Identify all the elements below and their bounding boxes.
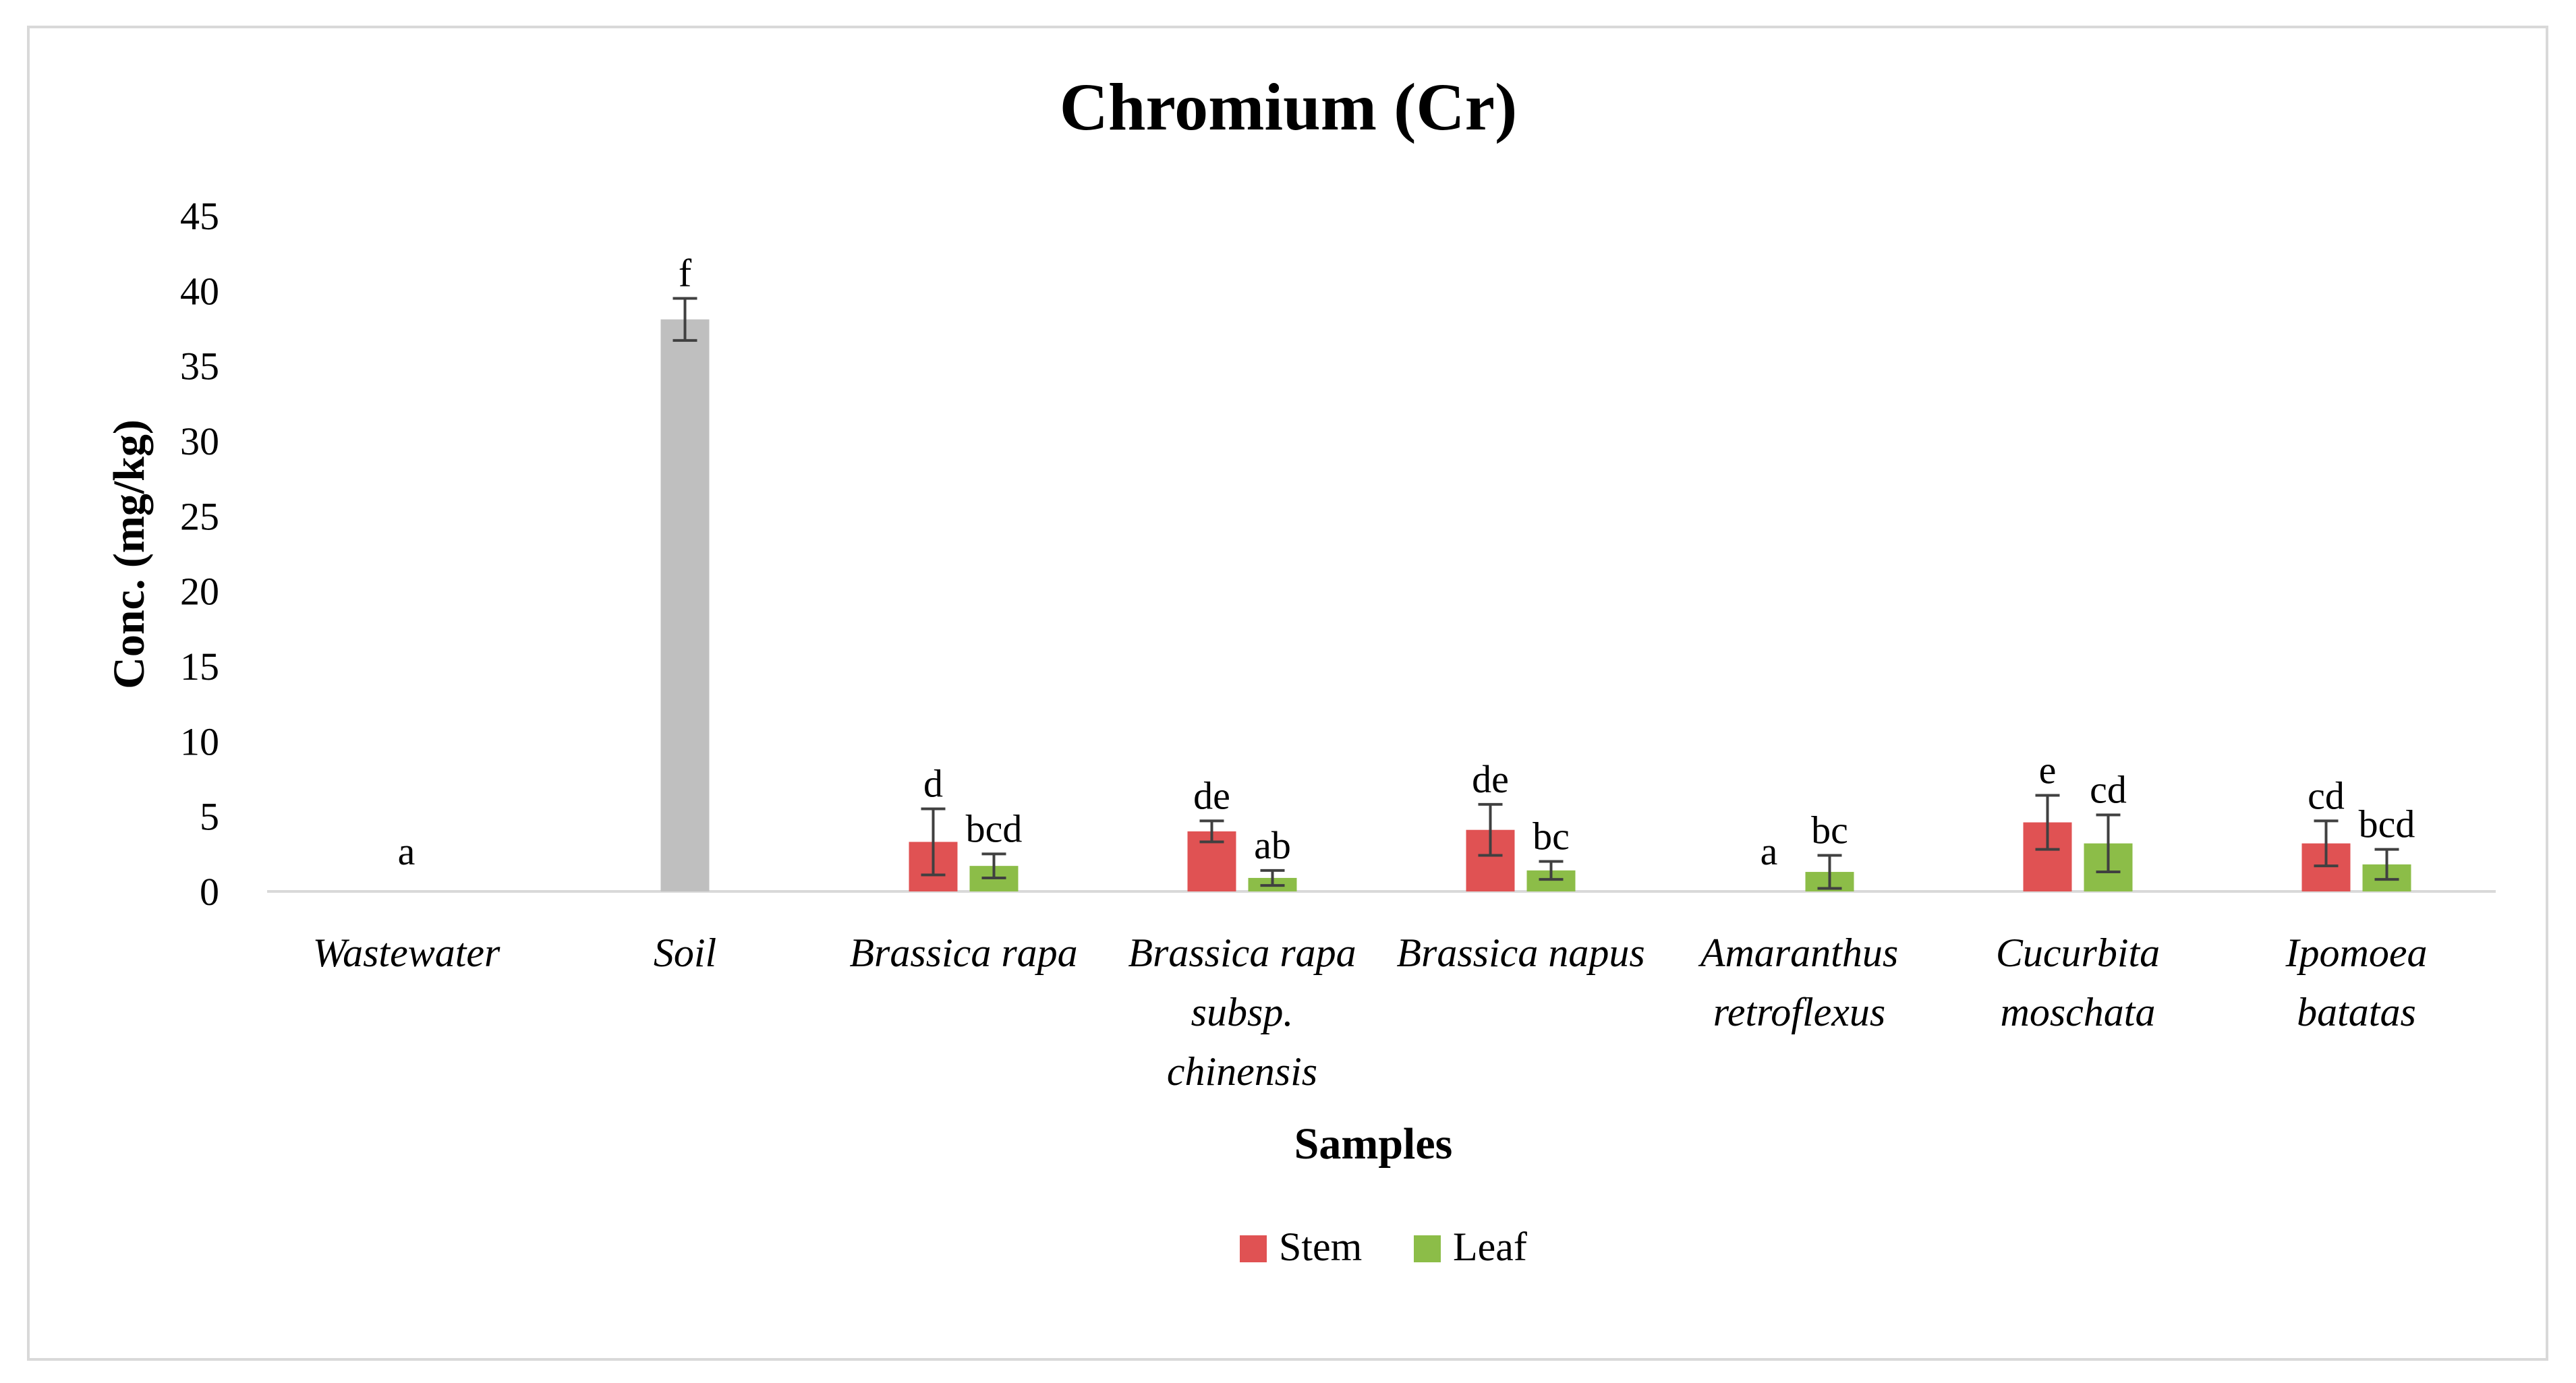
x-tick-label: Cucurbita moschata bbox=[1996, 931, 2160, 1034]
y-axis-ticks: 0 5 10 15 20 25 30 35 40 45 bbox=[180, 194, 219, 914]
stem-significance-label: d bbox=[923, 762, 943, 806]
chart-title: Chromium (Cr) bbox=[1060, 69, 1518, 144]
stem-significance-label: a bbox=[1761, 829, 1778, 873]
sample-significance-label: f bbox=[679, 251, 692, 295]
sample-bar bbox=[660, 319, 710, 891]
x-tick-label: Brassica rapa subsp. chinensis bbox=[1128, 931, 1356, 1094]
y-tick-label: 45 bbox=[180, 194, 219, 238]
stem-significance-label: de bbox=[1193, 773, 1230, 817]
x-tick-label: Brassica napus bbox=[1396, 931, 1644, 975]
x-tick-label: Ipomoea batatas bbox=[2285, 931, 2428, 1034]
legend: Stem Leaf bbox=[1240, 1225, 1527, 1269]
y-tick-label: 20 bbox=[180, 570, 219, 614]
x-tick-label-line: Brassica napus bbox=[1396, 931, 1644, 975]
x-tick-label-line: retroflexus bbox=[1713, 990, 1886, 1034]
leaf-significance-label: bcd bbox=[966, 806, 1023, 850]
x-tick-label-line: batatas bbox=[2297, 990, 2416, 1034]
x-tick-label-line: Brassica rapa bbox=[1128, 931, 1356, 975]
leaf-significance-label: bc bbox=[1533, 814, 1570, 858]
legend-swatch-stem bbox=[1240, 1235, 1267, 1262]
x-tick-label-line: Wastewater bbox=[313, 931, 500, 975]
legend-swatch-leaf bbox=[1414, 1235, 1441, 1262]
stem-significance-label: cd bbox=[2308, 773, 2345, 817]
y-axis-title: Conc. (mg/kg) bbox=[105, 419, 154, 689]
y-tick-label: 35 bbox=[180, 345, 219, 388]
x-tick-label: Soil bbox=[654, 931, 716, 975]
x-tick-label-line: Amaranthus bbox=[1698, 931, 1898, 975]
stem-significance-label: de bbox=[1472, 757, 1509, 801]
category-labels: Wastewater Soil Brassica rapa Brassica rapa… bbox=[313, 931, 2428, 1094]
x-tick-label-line: Ipomoea bbox=[2285, 931, 2428, 975]
leaf-significance-label: bcd bbox=[2359, 802, 2415, 846]
leaf-significance-label: ab bbox=[1254, 823, 1291, 867]
leaf-significance-label: bc bbox=[1811, 808, 1848, 852]
sample-significance-label: a bbox=[398, 829, 416, 873]
x-tick-label-line: Soil bbox=[654, 931, 716, 975]
x-tick-label: Brassica rapa bbox=[849, 931, 1077, 975]
x-axis-title: Samples bbox=[1294, 1119, 1453, 1169]
y-tick-label: 0 bbox=[200, 870, 219, 914]
x-tick-label-line: Brassica rapa bbox=[849, 931, 1077, 975]
x-tick-label: Amaranthus retroflexus bbox=[1698, 931, 1898, 1034]
legend-label-stem: Stem bbox=[1279, 1225, 1362, 1269]
legend-label-leaf: Leaf bbox=[1453, 1225, 1527, 1269]
stem-significance-label: e bbox=[2039, 748, 2057, 792]
y-tick-label: 25 bbox=[180, 494, 219, 538]
y-tick-label: 15 bbox=[180, 645, 219, 688]
y-tick-label: 10 bbox=[180, 719, 219, 763]
leaf-significance-label: cd bbox=[2090, 767, 2127, 811]
x-tick-label-line: moschata bbox=[2001, 990, 2156, 1034]
y-tick-label: 5 bbox=[200, 795, 219, 839]
x-tick-label-line: subsp. bbox=[1191, 990, 1294, 1034]
x-tick-label-line: chinensis bbox=[1167, 1049, 1317, 1094]
x-tick-label-line: Cucurbita bbox=[1996, 931, 2160, 975]
x-tick-label: Wastewater bbox=[313, 931, 500, 975]
chart-frame bbox=[27, 26, 2548, 1361]
y-tick-label: 30 bbox=[180, 419, 219, 463]
y-tick-label: 40 bbox=[180, 269, 219, 313]
